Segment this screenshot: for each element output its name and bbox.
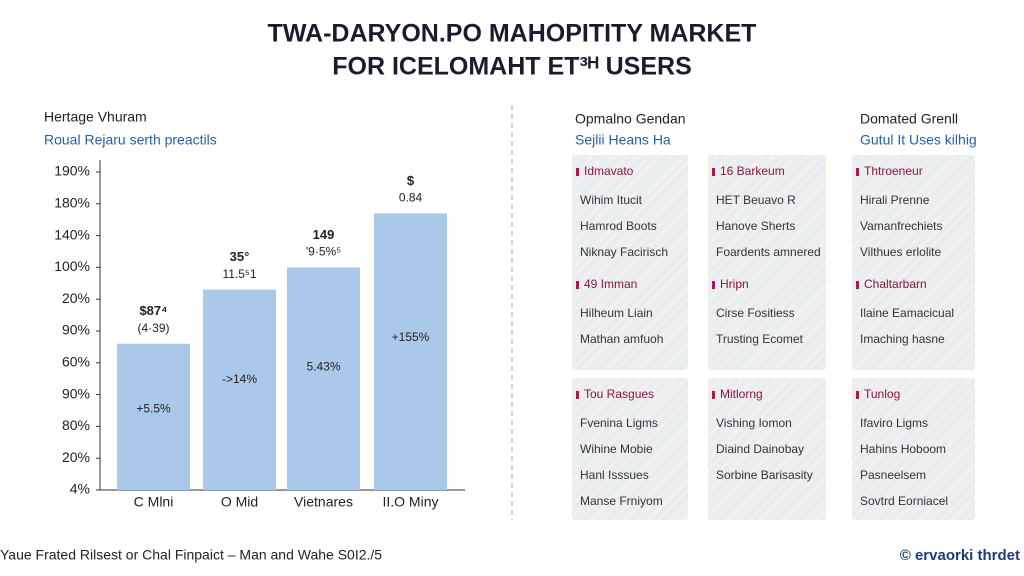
bar	[287, 267, 360, 490]
marker	[856, 168, 859, 176]
footer-brand: © ervaorki thrdet	[900, 547, 1020, 564]
group-title: Idmavato	[584, 164, 634, 178]
bar-inner-label: 5.43%	[306, 360, 340, 374]
list-item: Hamrod Boots	[580, 219, 657, 233]
bar-inner-label: +155%	[392, 330, 430, 344]
group-title: Hripn	[720, 277, 749, 291]
chart-title: Hertage Vhuram	[44, 109, 147, 125]
group-title: Chaltarbarn	[864, 277, 927, 291]
marker	[856, 281, 859, 289]
bar	[203, 289, 276, 490]
group-title: Thtroeneur	[864, 164, 923, 178]
bar-top-label: 149	[313, 227, 335, 242]
list-item: Vamanfrechiets	[860, 219, 942, 233]
list-item: Hanl Isssues	[580, 468, 649, 482]
marker	[576, 391, 579, 399]
list-item: Vishing Iomon	[716, 416, 792, 430]
list-item: Ilaine Eamacicual	[860, 306, 954, 320]
panel-heading: Opmalno Gendan	[575, 111, 686, 127]
card	[708, 378, 826, 520]
bar-inner-label: +5.5%	[136, 402, 171, 416]
group-title: Tou Rasgues	[584, 387, 654, 401]
list-item: Pasneelsem	[860, 468, 926, 482]
list-item: Hilheum Liain	[580, 306, 653, 320]
bar-inner-label: ->14%	[222, 372, 257, 386]
list-item: Cirse Fositiess	[716, 306, 795, 320]
bar-top-label: 11.5⁵1	[222, 267, 256, 281]
title-line: FOR ICELOMAHT ET³ᴴ USERS	[332, 53, 692, 81]
y-tick-label: 180%	[54, 195, 90, 211]
card	[708, 155, 826, 370]
list-item: Hahins Hoboom	[860, 442, 946, 456]
y-tick-label: 20%	[62, 290, 90, 306]
y-tick-label: 4%	[70, 481, 90, 497]
bar	[117, 343, 190, 490]
footer-note: Yaue Frated Rilsest or Chal Finpaict – M…	[0, 547, 382, 563]
list-item: Fvenina Ligms	[580, 416, 658, 430]
card	[572, 155, 688, 370]
x-tick-label: II.O Miny	[382, 494, 438, 510]
x-tick-label: Vietnares	[294, 494, 353, 510]
bar-top-label: 0.84	[399, 191, 423, 205]
y-tick-label: 140%	[54, 226, 90, 242]
list-item: Wihine Mobie	[580, 442, 653, 456]
list-item: Sorbine Barisasity	[716, 468, 813, 482]
card	[852, 378, 975, 520]
title-line: TWA-DARYON.PO MAHOPITITY MARKET	[268, 20, 757, 48]
marker	[712, 168, 715, 176]
list-item: HET Beuavo R	[716, 193, 796, 207]
list-item: Trusting Ecomet	[716, 332, 804, 346]
list-item: Hirali Prenne	[860, 193, 930, 207]
list-item: Mathan amfuoh	[580, 332, 663, 346]
panel-subheading: Sejlii Heans Ha	[575, 132, 671, 148]
y-tick-label: 80%	[62, 417, 90, 433]
x-tick-label: C Mlni	[134, 494, 174, 510]
list-item: Manse Frniyom	[580, 494, 663, 508]
panel-heading: Domated Grenll	[860, 111, 958, 127]
chart-subtitle: Roual Rejaru serth preactils	[44, 132, 217, 148]
bar-top-label: 35°	[230, 249, 250, 264]
group-title: Mitlorng	[720, 387, 763, 401]
panel-subheading: Gutul It Uses kilhig	[860, 132, 977, 148]
list-item: Ifaviro Ligms	[860, 416, 928, 430]
list-item: Hanove Sherts	[716, 219, 795, 233]
marker	[856, 391, 859, 399]
y-tick-label: 90%	[62, 322, 90, 338]
marker	[712, 391, 715, 399]
bar-top-label: $87⁴	[139, 303, 167, 318]
card	[852, 155, 975, 370]
list-item: Niknay Facirisch	[580, 245, 668, 259]
list-item: Foardents amnered	[716, 245, 821, 259]
bar	[374, 213, 447, 490]
bar-top-label: (4·39)	[137, 321, 169, 335]
y-tick-label: 190%	[54, 163, 90, 179]
bar-top-label: $	[407, 173, 415, 188]
list-item: Wihim Itucit	[580, 193, 643, 207]
marker	[576, 281, 579, 289]
list-item: Sovtrd Eorniacel	[860, 494, 948, 508]
card	[572, 378, 688, 520]
group-title: 49 Imman	[584, 277, 637, 291]
bar-top-label: '9·5%⁵	[306, 245, 341, 259]
group-title: 16 Barkeum	[720, 164, 785, 178]
group-title: Tunlog	[864, 387, 900, 401]
y-tick-label: 60%	[62, 354, 90, 370]
list-item: Imaching hasne	[860, 332, 945, 346]
marker	[576, 168, 579, 176]
x-tick-label: O Mid	[221, 494, 258, 510]
y-tick-label: 100%	[54, 258, 90, 274]
y-tick-label: 20%	[62, 449, 90, 465]
list-item: Diaind Dainobay	[716, 442, 804, 456]
marker	[712, 281, 715, 289]
y-tick-label: 90%	[62, 385, 90, 401]
list-item: Vilthues erlolite	[860, 245, 941, 259]
